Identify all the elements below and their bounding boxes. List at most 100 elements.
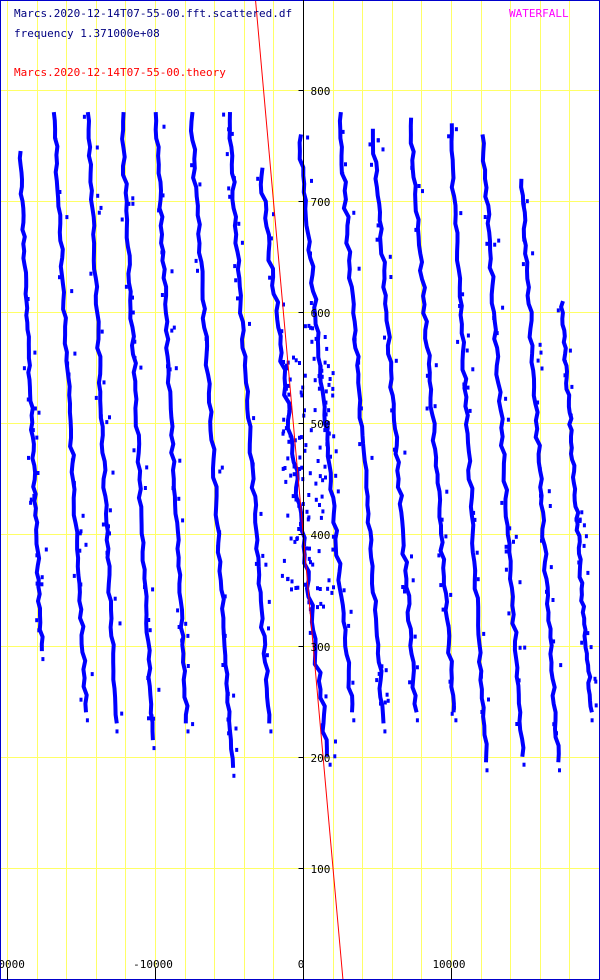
data-point (115, 729, 119, 734)
data-point (22, 366, 26, 371)
data-point (269, 729, 273, 734)
data-streak (51, 111, 94, 723)
data-point (525, 199, 529, 204)
data-point (374, 613, 378, 618)
data-point (221, 631, 225, 636)
data-point (500, 500, 504, 505)
data-point (334, 473, 338, 478)
data-point (170, 328, 174, 333)
data-point (191, 722, 195, 727)
data-point (492, 316, 496, 320)
data-point (552, 639, 556, 644)
data-point (386, 698, 390, 703)
data-point (286, 576, 290, 581)
data-point (299, 390, 303, 395)
data-point (569, 413, 573, 418)
data-point (309, 560, 312, 565)
data-point (383, 729, 387, 734)
data-point (29, 497, 33, 502)
data-point (280, 329, 284, 334)
data-point (131, 201, 135, 206)
data-point (233, 264, 237, 269)
data-point (292, 472, 296, 477)
data-point (411, 578, 415, 583)
data-point (205, 346, 209, 351)
data-point (307, 556, 311, 561)
data-point (289, 536, 293, 541)
data-point (25, 272, 28, 277)
data-point (289, 405, 292, 410)
data-point (506, 417, 510, 422)
data-point (252, 416, 256, 421)
data-point (312, 356, 316, 361)
data-streak (153, 111, 195, 734)
data-point (295, 537, 299, 541)
data-point (139, 365, 143, 370)
data-point (120, 711, 124, 716)
data-point (320, 368, 324, 373)
data-point (218, 469, 222, 474)
data-point (297, 503, 301, 508)
data-point (425, 406, 429, 411)
data-point (331, 393, 335, 398)
data-point (72, 481, 76, 486)
data-point (67, 372, 71, 377)
data-point (152, 746, 156, 751)
data-point (286, 419, 290, 424)
data-point (433, 404, 437, 409)
data-point (314, 497, 318, 502)
x-tick-label: -10000 (133, 958, 173, 971)
data-point (392, 447, 396, 452)
data-trace (189, 111, 236, 768)
data-point (574, 517, 578, 522)
data-point (319, 515, 323, 520)
data-point (41, 657, 45, 662)
data-point (317, 549, 321, 554)
data-point (458, 282, 461, 287)
data-point (33, 406, 37, 411)
data-point (292, 355, 295, 360)
data-point (330, 590, 334, 595)
data-point (551, 598, 555, 602)
data-point (308, 546, 311, 551)
data-streak (82, 111, 124, 734)
data-point (454, 718, 458, 723)
data-point (425, 373, 429, 378)
data-point (96, 193, 100, 198)
data-point (147, 618, 151, 622)
data-point (318, 474, 322, 479)
data-point (222, 112, 226, 117)
data-point (265, 653, 269, 658)
data-point (230, 131, 234, 136)
data-point (174, 366, 178, 371)
data-point (186, 664, 190, 668)
data-point (90, 672, 94, 677)
data-point (236, 296, 239, 301)
data-streak (17, 150, 48, 662)
data-point (268, 275, 272, 280)
data-point (31, 428, 35, 433)
data-point (341, 171, 345, 176)
data-point (309, 251, 312, 256)
data-point (327, 578, 331, 583)
data-point (82, 114, 86, 119)
data-point (58, 190, 62, 194)
data-point (323, 335, 327, 339)
data-point (357, 360, 361, 365)
data-streak (480, 134, 527, 767)
data-point (568, 348, 572, 353)
y-tick-label: 400 (311, 529, 331, 542)
data-point (375, 678, 379, 683)
y-tick-label: 500 (311, 418, 331, 431)
data-point (267, 599, 271, 604)
data-point (318, 587, 322, 591)
data-point (333, 754, 337, 759)
data-point (221, 624, 225, 629)
data-point (306, 135, 310, 140)
data-point (35, 435, 39, 440)
data-point (353, 337, 357, 342)
data-point (235, 747, 239, 752)
data-point (108, 531, 111, 536)
data-point (127, 201, 131, 206)
data-point (521, 262, 525, 267)
